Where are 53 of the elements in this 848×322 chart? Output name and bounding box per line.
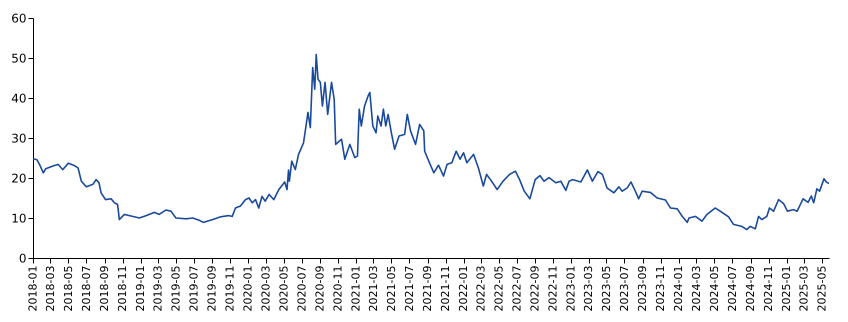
x-tick-label: 2022-01 bbox=[457, 266, 470, 312]
y-tick-label: 0 bbox=[18, 252, 26, 266]
x-tick-label: 2018-09 bbox=[98, 266, 112, 312]
line-series bbox=[33, 54, 829, 230]
x-tick-label: 2021-01 bbox=[349, 266, 362, 312]
x-tick-label: 2024-11 bbox=[762, 266, 776, 312]
x-tick-label: 2019-11 bbox=[224, 266, 237, 312]
x-tick-label: 2020-01 bbox=[242, 266, 255, 312]
x-tick-label: 2021-09 bbox=[421, 266, 434, 312]
x-tick-label: 2022-03 bbox=[474, 266, 488, 312]
x-tick-label: 2023-07 bbox=[618, 266, 631, 312]
y-tick-label: 60 bbox=[11, 12, 26, 26]
y-tick-label: 20 bbox=[11, 172, 26, 186]
x-tick-label: 2019-07 bbox=[187, 266, 200, 312]
x-tick-label: 2021-03 bbox=[366, 266, 380, 312]
x-tick-label: 2019-01 bbox=[134, 266, 148, 312]
y-tick-label: 40 bbox=[11, 92, 26, 106]
x-tick-label: 2025-05 bbox=[815, 266, 828, 312]
x-tick-label: 2024-09 bbox=[744, 266, 758, 312]
x-tick-label: 2019-03 bbox=[151, 266, 164, 312]
x-tick-label: 2018-01 bbox=[26, 266, 40, 312]
x-tick-label: 2022-07 bbox=[510, 266, 524, 312]
x-tick-label: 2023-01 bbox=[564, 266, 578, 312]
x-tick-label: 2023-09 bbox=[636, 266, 650, 312]
y-tick-label: 50 bbox=[11, 52, 26, 66]
x-tick-label: 2018-03 bbox=[44, 266, 57, 312]
y-tick-label: 10 bbox=[11, 212, 26, 226]
x-tick-label: 2023-11 bbox=[654, 266, 668, 312]
x-tick-label: 2022-11 bbox=[546, 266, 560, 312]
x-tick-label: 2020-05 bbox=[277, 266, 290, 312]
x-tick-label: 2021-07 bbox=[402, 266, 416, 312]
x-tick-label: 2021-11 bbox=[439, 266, 452, 312]
x-tick-label: 2019-09 bbox=[206, 266, 219, 312]
y-tick-label: 30 bbox=[11, 132, 26, 146]
x-tick-label: 2024-05 bbox=[708, 266, 721, 312]
x-tick-label: 2024-03 bbox=[690, 266, 703, 312]
x-tick-label: 2024-07 bbox=[726, 266, 739, 312]
x-tick-label: 2023-03 bbox=[582, 266, 596, 312]
x-tick-label: 2025-01 bbox=[780, 266, 794, 312]
x-tick-label: 2019-05 bbox=[169, 266, 182, 312]
x-tick-label: 2020-07 bbox=[295, 266, 308, 312]
x-tick-label: 2023-05 bbox=[600, 266, 613, 312]
x-tick-label: 2018-11 bbox=[116, 266, 130, 312]
x-tick-label: 2018-07 bbox=[80, 266, 93, 312]
x-tick-label: 2020-11 bbox=[332, 266, 345, 312]
x-tick-label: 2020-03 bbox=[259, 266, 272, 312]
x-tick-label: 2022-09 bbox=[528, 266, 542, 312]
x-tick-label: 2022-05 bbox=[492, 266, 506, 312]
x-tick-label: 2020-09 bbox=[314, 266, 327, 312]
x-tick-label: 2024-01 bbox=[672, 266, 686, 312]
x-tick-label: 2018-05 bbox=[62, 266, 75, 312]
x-tick-label: 2021-05 bbox=[384, 266, 398, 312]
x-tick-label: 2025-03 bbox=[797, 266, 810, 312]
